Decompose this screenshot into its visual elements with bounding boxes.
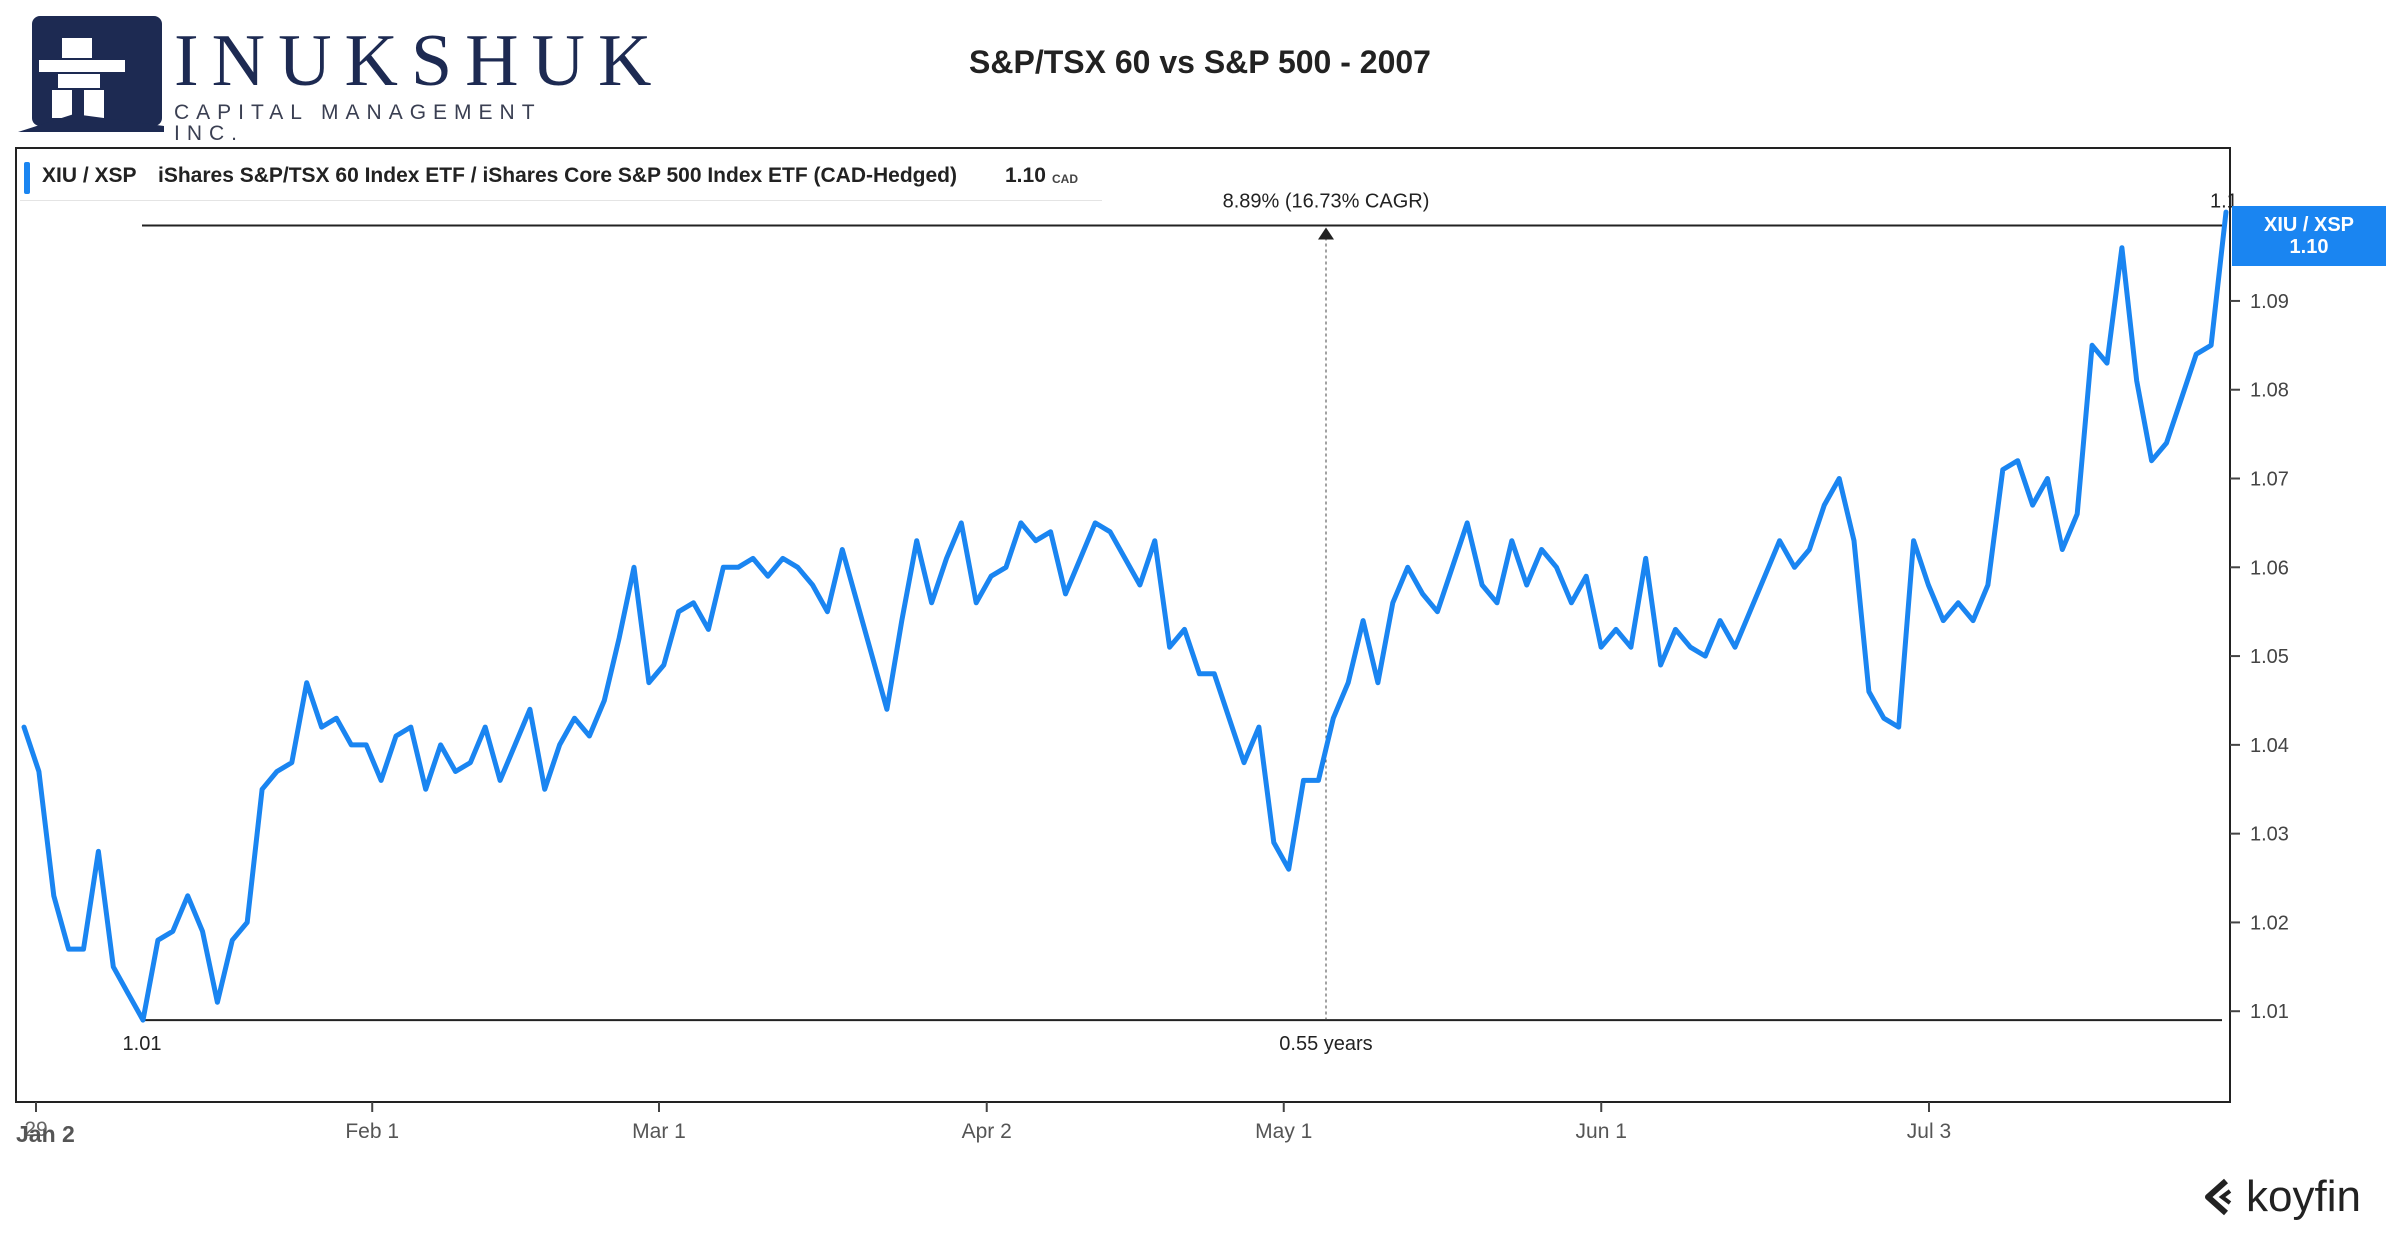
brand-name: koyfin <box>2246 1172 2361 1221</box>
legend-description: iShares S&P/TSX 60 Index ETF / iShares C… <box>158 164 958 187</box>
measure-duration-label: 0.55 years <box>1279 1033 1372 1055</box>
y-tick-label: 1.01 <box>2250 1001 2289 1023</box>
y-tick-label: 1.08 <box>2250 380 2289 402</box>
koyfin-brand: koyfin <box>2200 1172 2361 1222</box>
legend[interactable]: XIU / XSP iShares S&P/TSX 60 Index ETF /… <box>20 154 1102 201</box>
x-tick-label: Feb 1 <box>345 1120 399 1143</box>
logo-name: INUKSHUK <box>174 20 665 102</box>
y-tick-label: 1.05 <box>2250 646 2289 668</box>
measure-low-label: 1.01 <box>123 1033 162 1055</box>
logo-subtitle: CAPITAL MANAGEMENT INC. <box>174 101 542 145</box>
y-tick-label: 1.06 <box>2250 557 2289 579</box>
x-tick-label: Jun 1 <box>1576 1120 1627 1143</box>
measurement-tool: 8.89% (16.73% CAGR) 0.55 years 1.01 1.1 <box>123 190 2238 1055</box>
x-tick-label-overlap: 29 <box>24 1118 47 1141</box>
x-tick-label-start: Jan 2 <box>16 1121 75 1147</box>
chart-title: S&P/TSX 60 vs S&P 500 - 2007 <box>969 44 1431 80</box>
inukshuk-icon <box>18 16 164 132</box>
y-tick-label: 1.09 <box>2250 291 2289 313</box>
price-tag-ticker: XIU / XSP <box>2263 214 2355 236</box>
y-tick-label: 1.02 <box>2250 912 2289 934</box>
legend-value: 1.10 <box>1005 164 1046 187</box>
legend-color-swatch <box>24 162 30 194</box>
x-tick-label: Apr 2 <box>962 1120 1012 1143</box>
series-line-xiu-xsp <box>21 209 2229 1023</box>
plot-frame <box>15 147 2231 1103</box>
measure-change-label: 8.89% (16.73% CAGR) <box>1223 190 1430 212</box>
measure-arrow-icon <box>1318 227 1334 240</box>
inukshuk-logo: INUKSHUK CAPITAL MANAGEMENT INC. <box>14 14 651 144</box>
koyfin-chevron-icon <box>2205 1178 2232 1216</box>
y-tick-label: 1.04 <box>2250 735 2289 757</box>
x-tick-label: May 1 <box>1255 1120 1312 1143</box>
y-tick-label: 1.07 <box>2250 469 2289 491</box>
legend-currency: CAD <box>1052 172 1078 186</box>
last-price-tag: XIU / XSP 1.10 <box>2232 206 2386 266</box>
x-tick-label: Mar 1 <box>632 1120 686 1143</box>
price-tag-value: 1.10 <box>2289 236 2329 258</box>
measure-high-label: 1.1 <box>2210 190 2238 212</box>
x-tick-label: Jul 3 <box>1907 1120 1951 1143</box>
legend-ticker: XIU / XSP <box>42 164 137 187</box>
y-tick-label: 1.03 <box>2250 824 2289 846</box>
y-axis: 1.01 1.02 1.03 1.04 1.05 1.06 1.07 1.08 1.09 <box>2230 291 2289 1023</box>
